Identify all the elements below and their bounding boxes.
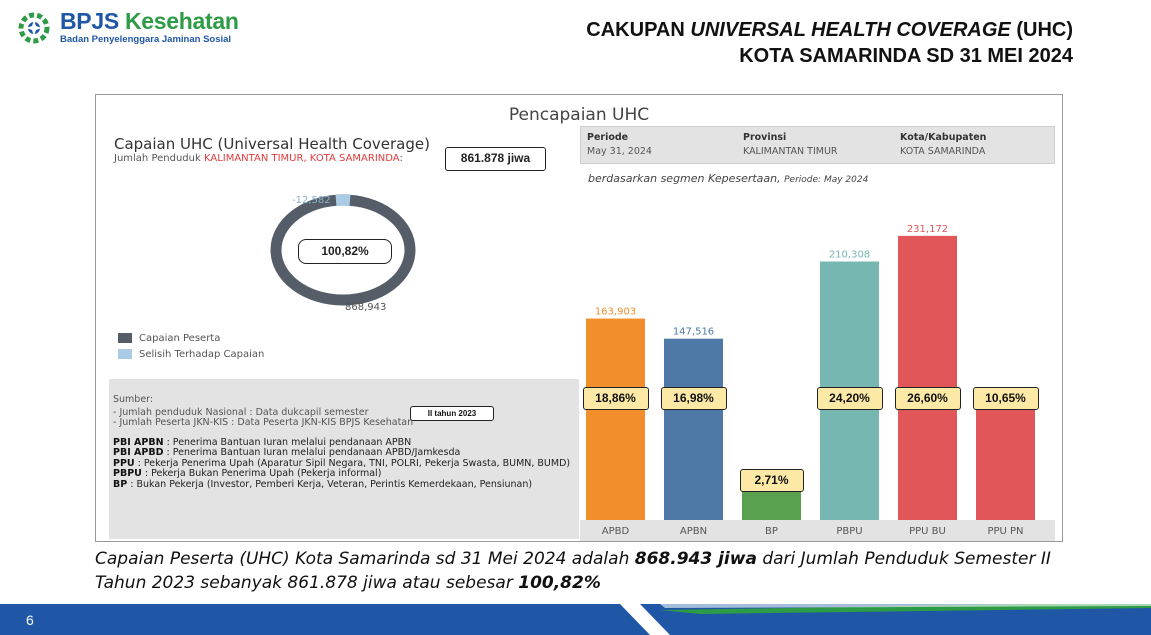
population-line: Jumlah Penduduk KALIMANTAN TIMUR, KOTA S… xyxy=(114,153,403,164)
footer-bar xyxy=(0,604,1151,635)
donut-capaian-label: 868,943 xyxy=(345,302,387,313)
x-tick-label: PBPU xyxy=(836,526,862,537)
donut-selisih-label: -12,582 xyxy=(292,195,331,206)
info-provinsi: Provinsi KALIMANTAN TIMUR xyxy=(743,132,838,157)
bpjs-logo: BPJS Kesehatan Badan Penyelenggara Jamin… xyxy=(16,8,239,48)
x-tick-label: BP xyxy=(765,526,778,537)
bar-value-label: 231,172 xyxy=(907,224,948,235)
uhc-heading: Capaian UHC (Universal Health Coverage) xyxy=(114,135,430,153)
logo-name: BPJS Kesehatan xyxy=(60,8,239,34)
bar-value-label: 147,516 xyxy=(673,327,714,338)
donut-percent: 100,82% xyxy=(298,239,392,264)
source-notes: Sumber: - Jumlah penduduk Nasional : Dat… xyxy=(109,379,579,539)
bar-value-label: 210,308 xyxy=(829,249,870,260)
page-title: CAKUPAN UNIVERSAL HEALTH COVERAGE (UHC) … xyxy=(586,19,1073,67)
bar-percent-tag: 2,71% xyxy=(739,469,804,492)
bar-apbn xyxy=(664,338,723,520)
uhc-dashboard: Pencapaian UHC Capaian UHC (Universal He… xyxy=(95,94,1063,542)
info-periode: Periode May 31, 2024 xyxy=(587,132,652,157)
bar-apbd xyxy=(586,318,645,520)
bar-percent-tag: 16,98% xyxy=(660,387,727,410)
donut-legend: Capaian Peserta Selisih Terhadap Capaian xyxy=(118,330,264,362)
page-number: 6 xyxy=(26,612,34,628)
x-tick-label: PPU PN xyxy=(987,526,1023,537)
bar-percent-tag: 26,60% xyxy=(894,387,961,410)
segment-bar-chart: 163,903 APBD 147,516 APBN BP 210,308 PBPU 231,1… xyxy=(580,224,1055,541)
filter-info-panel: Periode May 31, 2024 Provinsi KALIMANTAN… xyxy=(580,126,1055,164)
summary-caption: Capaian Peserta (UHC) Kota Samarinda sd … xyxy=(95,549,1051,593)
semester-pill: II tahun 2023 xyxy=(410,406,494,421)
bar-percent-tag: 18,86% xyxy=(582,387,649,410)
bar-ppu-bu xyxy=(898,235,957,520)
x-tick-label: PPU BU xyxy=(909,526,946,537)
segment-note: berdasarkan segmen Kepesertaan, Periode:… xyxy=(588,172,869,185)
bar-percent-tag: 10,65% xyxy=(972,387,1039,410)
legend-swatch xyxy=(118,349,132,359)
logo-subtitle: Badan Penyelenggara Jaminan Sosial xyxy=(60,34,232,45)
bar-ppu-pn xyxy=(976,406,1035,520)
uhc-donut-chart xyxy=(270,194,416,306)
dashboard-title: Pencapaian UHC xyxy=(508,105,650,125)
legend-item-selisih: Selisih Terhadap Capaian xyxy=(118,346,264,362)
x-axis-band xyxy=(580,520,1055,541)
legend-item-capaian: Capaian Peserta xyxy=(118,330,264,346)
bar-value-label: 163,903 xyxy=(595,307,636,318)
info-kota: Kota/Kabupaten KOTA SAMARINDA xyxy=(900,132,987,157)
x-tick-label: APBD xyxy=(602,526,630,537)
population-value: 861.878 jiwa xyxy=(445,147,546,171)
bar-percent-tag: 24,20% xyxy=(816,387,883,410)
bar-bp xyxy=(742,491,801,520)
legend-swatch xyxy=(118,333,132,343)
bpjs-logo-icon xyxy=(18,12,50,44)
x-tick-label: APBN xyxy=(680,526,707,537)
